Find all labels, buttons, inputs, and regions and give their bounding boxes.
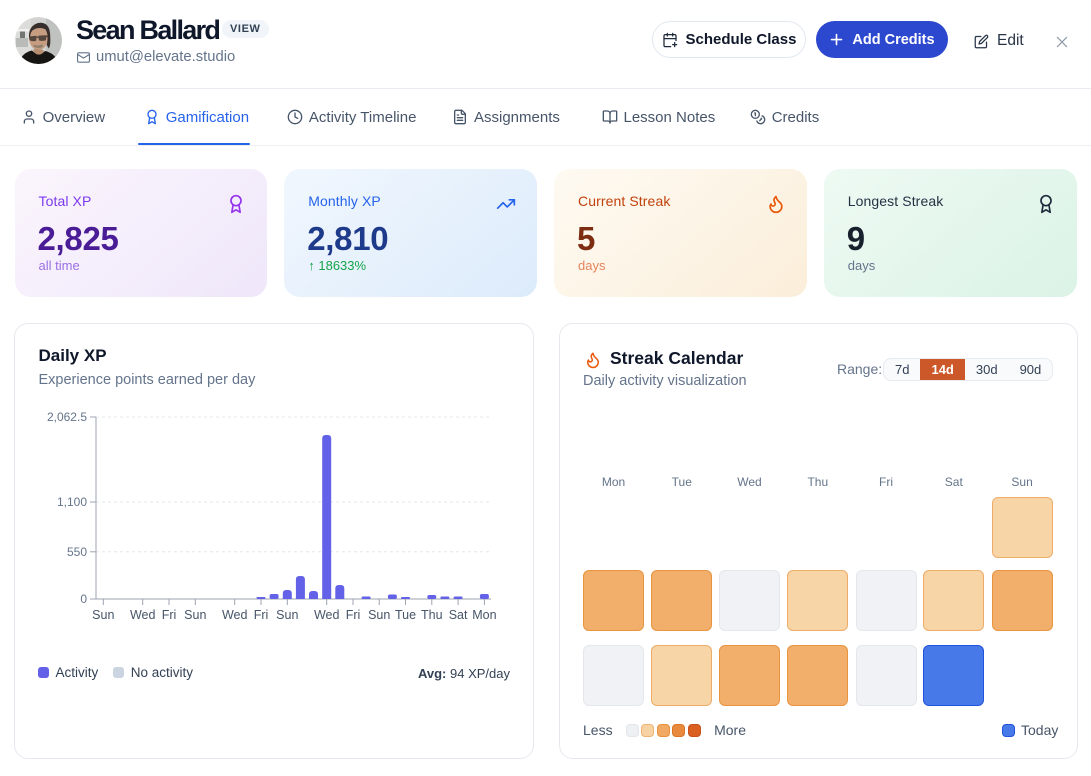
svg-text:Sun: Sun <box>368 608 390 622</box>
svg-text:Sun: Sun <box>276 608 298 622</box>
svg-text:Mon: Mon <box>472 608 496 622</box>
svg-text:Thu: Thu <box>421 608 443 622</box>
svg-text:Fri: Fri <box>254 608 269 622</box>
svg-text:Sat: Sat <box>449 608 468 622</box>
svg-text:Fri: Fri <box>346 608 361 622</box>
svg-text:Wed: Wed <box>222 608 248 622</box>
svg-text:Sun: Sun <box>92 608 114 622</box>
svg-text:Tue: Tue <box>395 608 416 622</box>
svg-text:2,062.5: 2,062.5 <box>47 410 87 424</box>
svg-text:1,100: 1,100 <box>57 495 87 509</box>
svg-text:Sun: Sun <box>184 608 206 622</box>
svg-text:Wed: Wed <box>130 608 156 622</box>
svg-text:550: 550 <box>67 545 87 559</box>
svg-text:Wed: Wed <box>314 608 340 622</box>
svg-text:0: 0 <box>80 592 87 606</box>
svg-text:Fri: Fri <box>162 608 177 622</box>
